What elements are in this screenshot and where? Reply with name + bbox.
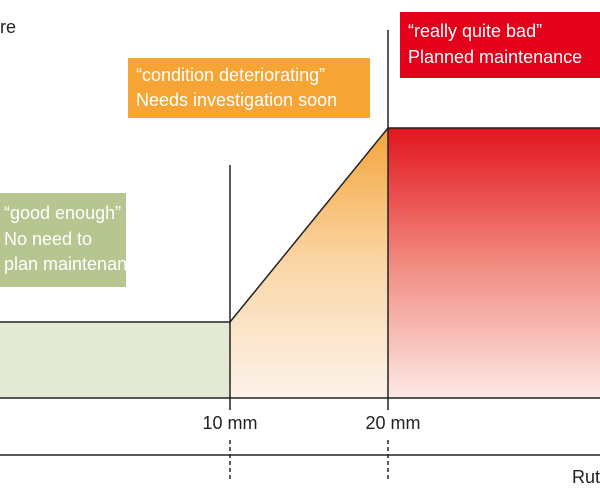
x-axis-title: Rut — [572, 467, 600, 487]
threshold-label: 20 mm — [365, 413, 420, 433]
condition-line — [0, 127, 600, 323]
orange-box — [128, 58, 370, 118]
green-region — [0, 322, 230, 398]
axis-title: re — [0, 17, 16, 37]
threshold-label: 10 mm — [202, 413, 257, 433]
red-box — [400, 12, 600, 78]
green-box — [0, 193, 126, 287]
zone-quote: “good enough” — [4, 203, 121, 223]
zone-text: Needs investigation soon — [136, 90, 337, 110]
red-region — [388, 128, 600, 398]
zone-text: plan maintenance — [4, 254, 146, 274]
zone-quote: “condition deteriorating” — [136, 65, 325, 85]
orange-region — [230, 128, 388, 398]
zone-text: No need to — [4, 229, 92, 249]
zone-quote: “really quite bad” — [408, 21, 542, 41]
zone-text: Planned maintenance — [408, 47, 582, 67]
